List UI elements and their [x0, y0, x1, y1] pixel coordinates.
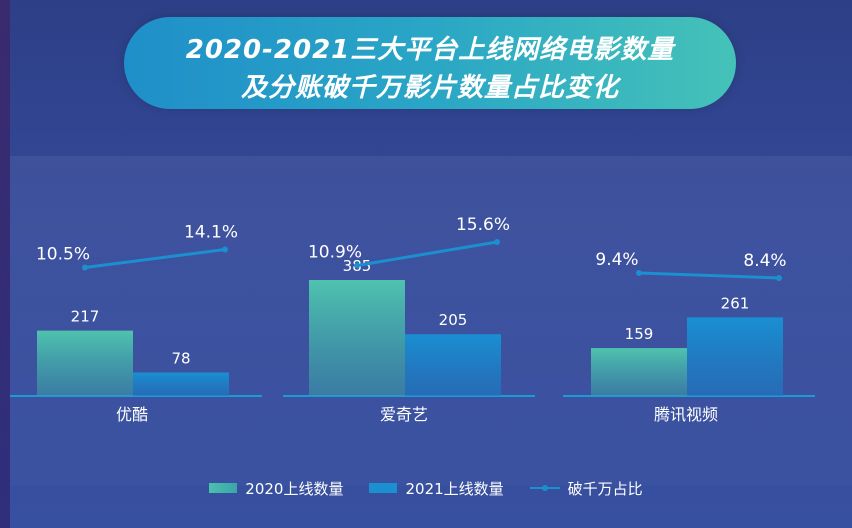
- ratio-label-2020-1: 10.9%: [308, 243, 362, 263]
- legend-label-2020: 2020上线数量: [245, 479, 344, 498]
- ratio-line-2: [638, 271, 780, 280]
- legend-item-2021: 2021上线数量: [369, 478, 504, 499]
- ratio-line-0: [84, 248, 226, 269]
- chart-title-line-2: 及分账破千万影片数量占比变化: [240, 73, 619, 103]
- ratio-point-2021-1: [494, 239, 500, 245]
- ratio-label-2020-0: 10.5%: [36, 245, 90, 265]
- legend-swatch-2020: [209, 483, 238, 493]
- bar-2020-0: [37, 330, 133, 396]
- ratio-label-2021-1: 15.6%: [456, 215, 510, 235]
- bar-label-2021-0: 78: [171, 349, 190, 367]
- bar-label-2020-0: 217: [71, 308, 100, 326]
- bar-label-2021-1: 205: [439, 311, 468, 329]
- ratio-point-2020-2: [636, 270, 642, 276]
- legend-item-ratio: 破千万占比: [529, 478, 643, 499]
- chart-title-banner: 2020-2021三大平台上线网络电影数量 及分账破千万影片数量占比变化: [124, 17, 736, 109]
- chart-title-line-1: 2020-2021三大平台上线网络电影数量: [185, 35, 675, 65]
- ratio-point-2020-1: [354, 262, 360, 269]
- category-label-2: 腾讯视频: [654, 405, 718, 424]
- legend-swatch-2021: [369, 483, 398, 493]
- bar-2020-1: [309, 280, 405, 396]
- chart-legend: 2020上线数量 2021上线数量 破千万占比: [0, 474, 852, 502]
- bar-label-2020-2: 159: [625, 325, 654, 343]
- bar-label-2021-2: 261: [721, 294, 750, 312]
- ratio-label-2020-2: 9.4%: [595, 250, 638, 270]
- ratio-label-2021-0: 14.1%: [184, 223, 238, 243]
- ratio-line-1: [356, 240, 498, 267]
- legend-item-2020: 2020上线数量: [209, 478, 343, 499]
- bar-2021-0: [133, 372, 229, 396]
- ratio-point-2020-0: [82, 264, 88, 271]
- ratio-point-2021-0: [222, 246, 228, 253]
- category-label-0: 优酷: [116, 405, 148, 424]
- category-label-1: 爱奇艺: [380, 405, 428, 424]
- legend-label-2021: 2021上线数量: [405, 479, 504, 498]
- ratio-label-2021-2: 8.4%: [743, 251, 786, 271]
- ratio-point-2021-2: [776, 275, 782, 281]
- left-edge-decoration: [0, 0, 10, 528]
- bar-2020-2: [591, 348, 687, 396]
- legend-label-ratio: 破千万占比: [567, 479, 643, 498]
- bar-2021-1: [405, 334, 501, 396]
- legend-swatch-ratio: [529, 483, 560, 493]
- bar-2021-2: [687, 317, 783, 396]
